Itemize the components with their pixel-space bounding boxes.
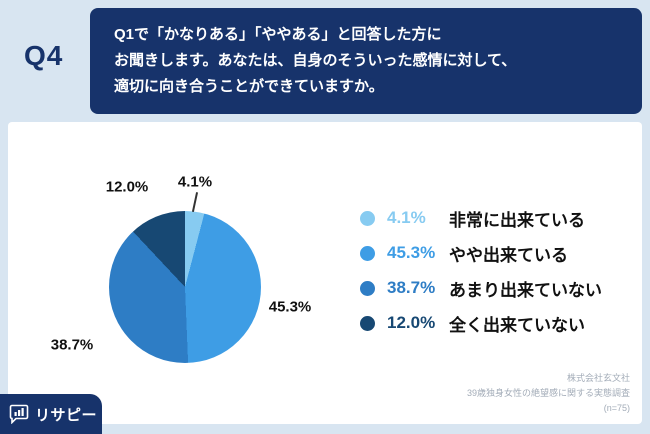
- logo-text: リサピー: [35, 406, 98, 424]
- legend-row: 45.3% やや出来ている: [360, 241, 602, 265]
- pie-slice-label: 38.7%: [50, 336, 94, 354]
- label-leader-line: [191, 192, 198, 212]
- legend-row: 4.1% 非常に出来ている: [360, 206, 602, 230]
- question-line: Q1で「かなりある」「ややある」と回答した方に: [114, 25, 442, 43]
- legend-row: 38.7% あまり出来ていない: [360, 276, 602, 300]
- source-line: 39歳独身女性の絶望感に関する実態調査: [466, 388, 630, 399]
- question-line: お聞きします。あなたは、自身のそういった感情に対して、: [114, 51, 517, 69]
- pie-area: 4.1% 45.3% 38.7% 12.0%: [38, 152, 348, 407]
- legend-percentage: 38.7%: [387, 278, 436, 297]
- question-number: Q4: [24, 40, 64, 71]
- pie-slice-label: 45.3%: [268, 298, 312, 316]
- legend-dot: [360, 210, 375, 226]
- legend: 4.1% 非常に出来ている 45.3% やや出来ている 38.7% あまり出来て…: [360, 206, 602, 335]
- chat-bar-chart-icon: [9, 404, 29, 424]
- source-line: 株式会社玄文社: [566, 373, 630, 384]
- legend-label: あまり出来ていない: [449, 280, 602, 300]
- legend-label: 非常に出来ている: [449, 210, 585, 230]
- legend-percentage: 12.0%: [387, 313, 436, 332]
- legend-percentage: 45.3%: [387, 243, 436, 262]
- source-line: (n=75): [603, 403, 630, 414]
- risapy-logo: リサピー: [0, 394, 102, 434]
- pie-chart: [109, 211, 261, 363]
- legend-label: やや出来ている: [449, 245, 568, 265]
- pie-slice-label: 4.1%: [177, 173, 213, 191]
- chart-card: 4.1% 45.3% 38.7% 12.0% 4.1% 非常に出来ている 45.…: [8, 122, 642, 424]
- legend-row: 12.0% 全く出来ていない: [360, 311, 602, 335]
- pie-slice-label: 12.0%: [105, 178, 149, 196]
- legend-label: 全く出来ていない: [449, 315, 585, 335]
- question-box: Q1で「かなりある」「ややある」と回答した方に お聞きします。あなたは、自身のそ…: [90, 8, 642, 114]
- legend-percentage: 4.1%: [387, 208, 426, 227]
- legend-dot: [360, 315, 375, 331]
- legend-dot: [360, 280, 375, 296]
- legend-dot: [360, 245, 375, 261]
- source-attribution: 株式会社玄文社 39歳独身女性の絶望感に関する実態調査 (n=75): [467, 371, 630, 416]
- question-line: 適切に向き合うことができていますか。: [114, 78, 384, 96]
